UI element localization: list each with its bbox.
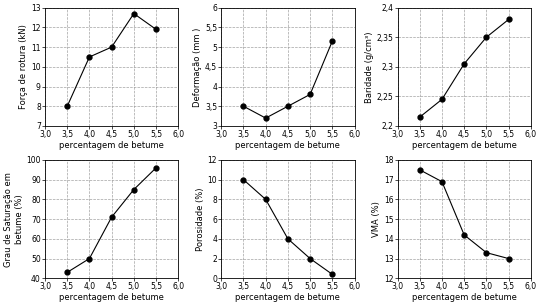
X-axis label: percentagem de betume: percentagem de betume [412,293,517,302]
Y-axis label: VMA (%): VMA (%) [372,201,381,237]
Y-axis label: Força de rotura (kN): Força de rotura (kN) [19,24,29,109]
X-axis label: percentagem de betume: percentagem de betume [235,140,340,150]
X-axis label: percentagem de betume: percentagem de betume [235,293,340,302]
Y-axis label: Porosidade (%): Porosidade (%) [196,187,204,251]
X-axis label: percentagem de betume: percentagem de betume [59,140,164,150]
Y-axis label: Grau de Saturação em
betume (%): Grau de Saturação em betume (%) [4,172,24,267]
Y-axis label: Deformação (mm ): Deformação (mm ) [193,27,202,106]
Y-axis label: Baridade (g/cm³): Baridade (g/cm³) [365,31,374,103]
X-axis label: percentagem de betume: percentagem de betume [412,140,517,150]
X-axis label: percentagem de betume: percentagem de betume [59,293,164,302]
